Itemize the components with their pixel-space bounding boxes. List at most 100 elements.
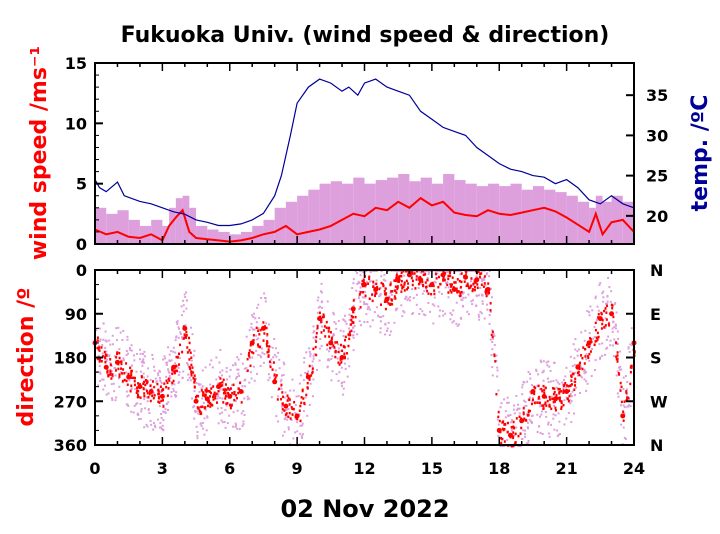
direction-sample-point bbox=[565, 366, 568, 369]
direction-mean-point bbox=[450, 291, 453, 294]
direction-mean-point bbox=[361, 290, 364, 294]
direction-mean-point bbox=[562, 389, 565, 392]
direction-sample-point bbox=[344, 320, 347, 323]
direction-sample-point bbox=[296, 430, 299, 433]
direction-mean-point bbox=[610, 303, 613, 307]
direction-sample-point bbox=[580, 376, 583, 379]
direction-mean-point bbox=[105, 354, 108, 357]
direction-sample-point bbox=[518, 407, 521, 410]
direction-sample-point bbox=[272, 375, 275, 378]
direction-mean-point bbox=[538, 401, 541, 404]
direction-sample-point bbox=[221, 397, 224, 400]
direction-sample-point bbox=[156, 372, 159, 375]
direction-sample-point bbox=[496, 375, 499, 378]
direction-mean-point bbox=[589, 350, 592, 353]
direction-mean-point bbox=[510, 425, 513, 429]
direction-sample-point bbox=[499, 406, 502, 409]
direction-mean-point bbox=[616, 354, 619, 357]
direction-sample-point bbox=[342, 334, 345, 337]
direction-sample-point bbox=[404, 297, 407, 300]
direction-sample-point bbox=[403, 274, 406, 277]
direction-sample-point bbox=[181, 337, 184, 340]
direction-sample-point bbox=[122, 329, 125, 332]
direction-mean-point bbox=[120, 367, 123, 370]
direction-mean-point bbox=[443, 278, 446, 282]
direction-mean-point bbox=[320, 331, 323, 334]
direction-mean-point bbox=[512, 436, 515, 440]
direction-sample-point bbox=[271, 346, 274, 349]
direction-mean-point bbox=[311, 367, 314, 370]
direction-sample-point bbox=[464, 296, 467, 299]
direction-sample-point bbox=[340, 385, 343, 388]
direction-mean-point bbox=[346, 352, 349, 355]
direction-sample-point bbox=[134, 387, 137, 390]
direction-sample-point bbox=[286, 418, 289, 421]
direction-mean-point bbox=[133, 383, 136, 387]
direction-sample-point bbox=[141, 364, 144, 367]
direction-sample-point bbox=[524, 429, 527, 432]
direction-sample-point bbox=[319, 322, 322, 325]
direction-sample-point bbox=[130, 349, 133, 352]
direction-mean-point bbox=[538, 395, 541, 399]
wind-gust-bar bbox=[420, 177, 432, 244]
direction-sample-point bbox=[531, 400, 534, 403]
direction-sample-point bbox=[151, 357, 154, 360]
direction-mean-point bbox=[541, 389, 544, 393]
direction-sample-point bbox=[479, 310, 482, 313]
direction-sample-point bbox=[507, 401, 510, 404]
direction-mean-point bbox=[414, 287, 417, 290]
direction-sample-point bbox=[248, 357, 251, 360]
direction-mean-point bbox=[278, 387, 281, 391]
direction-sample-point bbox=[568, 399, 571, 402]
direction-mean-point bbox=[625, 391, 628, 395]
direction-mean-point bbox=[109, 370, 112, 374]
direction-data-point bbox=[530, 389, 536, 395]
direction-sample-point bbox=[165, 363, 168, 366]
direction-mean-point bbox=[616, 351, 619, 354]
direction-mean-point bbox=[111, 374, 114, 377]
direction-sample-point bbox=[469, 280, 472, 283]
direction-sample-point bbox=[497, 423, 500, 426]
direction-mean-point bbox=[590, 340, 593, 344]
direction-sample-point bbox=[481, 280, 484, 283]
direction-mean-point bbox=[140, 375, 143, 378]
direction-sample-point bbox=[629, 405, 632, 408]
direction-sample-point bbox=[223, 420, 226, 423]
direction-sample-point bbox=[234, 363, 237, 366]
direction-sample-point bbox=[160, 427, 163, 430]
direction-sample-point bbox=[330, 379, 333, 382]
direction-sample-point bbox=[143, 350, 146, 353]
direction-sample-point bbox=[333, 321, 336, 324]
direction-sample-point bbox=[569, 402, 572, 405]
direction-mean-point bbox=[188, 365, 191, 369]
direction-sample-point bbox=[585, 389, 588, 392]
direction-mean-point bbox=[262, 339, 265, 342]
direction-sample-point bbox=[364, 302, 367, 305]
direction-mean-point bbox=[318, 311, 321, 315]
direction-sample-point bbox=[314, 338, 317, 341]
direction-sample-point bbox=[330, 357, 333, 360]
direction-sample-point bbox=[178, 357, 181, 360]
direction-mean-point bbox=[527, 409, 530, 413]
direction-sample-point bbox=[280, 378, 283, 381]
direction-sample-point bbox=[303, 356, 306, 359]
direction-mean-point bbox=[459, 285, 462, 289]
direction-mean-point bbox=[195, 394, 198, 398]
direction-sample-point bbox=[358, 294, 361, 297]
wind-gust-bar bbox=[589, 207, 596, 244]
direction-mean-point bbox=[234, 394, 237, 397]
direction-sample-point bbox=[389, 280, 392, 283]
wind-gust-bar bbox=[353, 177, 365, 244]
direction-sample-point bbox=[548, 365, 551, 368]
direction-mean-point bbox=[200, 389, 203, 392]
direction-mean-point bbox=[224, 392, 227, 395]
direction-data-point bbox=[429, 282, 435, 288]
direction-mean-point bbox=[276, 398, 279, 401]
direction-mean-point bbox=[160, 399, 163, 403]
hour-tick-label: 3 bbox=[157, 459, 168, 478]
direction-sample-point bbox=[521, 386, 524, 389]
direction-mean-point bbox=[334, 355, 337, 359]
direction-mean-point bbox=[193, 378, 196, 381]
direction-mean-point bbox=[293, 400, 296, 404]
direction-mean-point bbox=[400, 279, 403, 283]
